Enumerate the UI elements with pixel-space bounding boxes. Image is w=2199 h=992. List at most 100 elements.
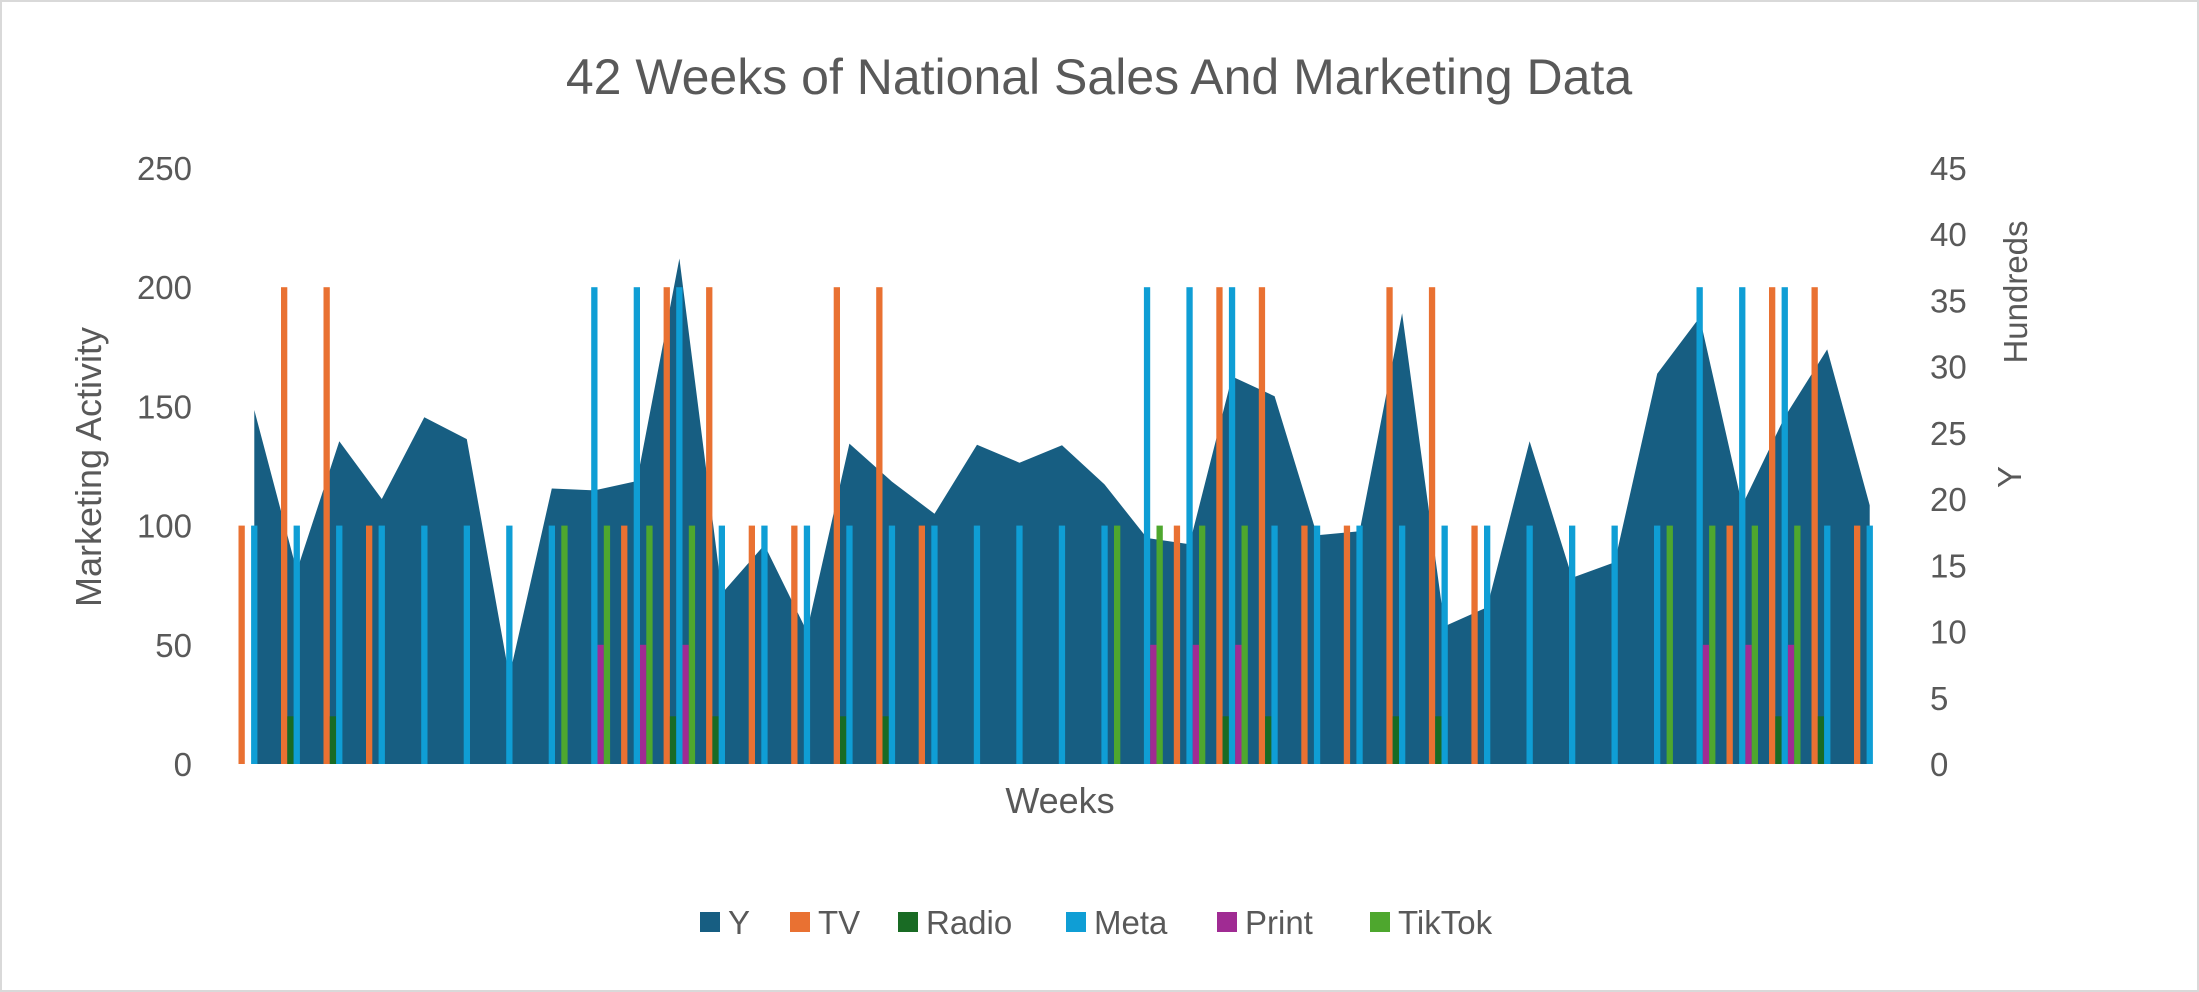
secondary-y-axis: 0 5 10 15 20 25 30 35 40 45	[1930, 150, 1967, 783]
bar-meta-38	[1824, 525, 1831, 764]
bar-meta-1	[251, 525, 258, 764]
y2-tick-label: 30	[1930, 349, 1967, 386]
bar-meta-33	[1611, 525, 1618, 764]
bar-tiktok-10	[646, 525, 653, 764]
bar-meta-22	[1143, 287, 1151, 764]
y-tick-label: 150	[137, 388, 192, 425]
series-print	[597, 644, 1795, 764]
bar-tv-12	[706, 287, 713, 764]
bar-tv-4	[366, 525, 373, 764]
bar-radio-28	[1392, 716, 1399, 764]
bar-meta-17	[931, 525, 938, 764]
y-tick-label: 0	[174, 746, 192, 783]
bar-tiktok-22	[1156, 525, 1163, 764]
bar-print-35	[1702, 644, 1710, 764]
y-tick-label: 50	[155, 627, 192, 664]
bar-meta-11	[676, 287, 683, 764]
y2-tick-label: 25	[1930, 415, 1967, 452]
series-radio	[287, 716, 1825, 764]
area-series-y	[254, 258, 1870, 764]
legend-label: Meta	[1094, 904, 1168, 941]
bar-meta-14	[803, 525, 811, 764]
legend-item-meta: Meta	[1066, 904, 1168, 941]
bar-meta-21	[1101, 525, 1108, 764]
bar-tv-2	[281, 287, 288, 764]
y-tick-label: 250	[137, 150, 192, 187]
bar-meta-39	[1866, 525, 1873, 764]
bar-tv-11	[663, 287, 670, 764]
bar-tiktok-36	[1751, 525, 1758, 764]
legend-label: Print	[1245, 904, 1313, 941]
x-axis-title: Weeks	[1005, 780, 1114, 821]
bar-meta-23	[1186, 287, 1193, 764]
bar-meta-15	[846, 525, 853, 764]
legend-swatch	[1217, 912, 1237, 932]
bar-meta-13	[761, 525, 768, 764]
bar-tv-14	[791, 525, 798, 764]
legend-item-print: Print	[1217, 904, 1313, 941]
bar-radio-29	[1435, 716, 1442, 764]
bar-meta-8	[548, 525, 555, 764]
bar-tv-13	[748, 525, 755, 764]
bar-meta-34	[1654, 525, 1661, 764]
legend-swatch	[790, 912, 810, 932]
bar-meta-27	[1356, 525, 1363, 764]
bar-radio-24	[1222, 716, 1229, 764]
bar-meta-12	[718, 525, 725, 764]
bar-tiktok-24	[1241, 525, 1248, 764]
bar-tv-36	[1726, 525, 1733, 764]
bar-tv-39	[1854, 525, 1861, 764]
series-meta	[251, 287, 1873, 764]
bar-meta-16	[888, 525, 896, 764]
bar-tiktok-35	[1709, 525, 1716, 764]
bar-print-22	[1150, 644, 1157, 764]
bar-radio-11	[669, 716, 677, 764]
bar-tiktok-37	[1794, 525, 1801, 764]
bar-tv-3	[323, 287, 330, 764]
bar-tv-29	[1428, 287, 1436, 764]
bar-meta-6	[463, 525, 470, 764]
legend-swatch	[700, 912, 720, 932]
bar-radio-2	[287, 716, 294, 764]
y2-tick-label: 45	[1930, 150, 1967, 187]
bar-tiktok-11	[688, 525, 696, 764]
bar-print-24	[1235, 644, 1242, 764]
bar-radio-16	[882, 716, 889, 764]
bar-tv-38	[1811, 287, 1818, 764]
y2-tick-label: 20	[1930, 481, 1967, 518]
series-tiktok	[561, 525, 1801, 764]
bar-meta-10	[633, 287, 640, 764]
legend-label: TV	[818, 904, 860, 941]
bar-meta-18	[973, 525, 981, 764]
y2-tick-label: 15	[1930, 547, 1967, 584]
bar-tv-26	[1301, 525, 1308, 764]
bar-tiktok-9	[603, 525, 611, 764]
bar-radio-12	[712, 716, 719, 764]
bar-meta-37	[1781, 287, 1788, 764]
bar-print-23	[1192, 644, 1199, 764]
bar-tv-16	[876, 287, 883, 764]
bar-tv-24	[1216, 287, 1223, 764]
bar-tiktok-23	[1199, 525, 1206, 764]
y-tick-label: 200	[137, 269, 192, 306]
bar-meta-9	[591, 287, 598, 764]
bar-tv-27	[1343, 525, 1351, 764]
bar-meta-30	[1484, 525, 1491, 764]
bar-meta-36	[1739, 287, 1746, 764]
bar-print-11	[682, 644, 689, 764]
bar-meta-7	[506, 525, 513, 764]
bar-meta-2	[293, 525, 300, 764]
bar-tv-1	[238, 525, 245, 764]
bar-radio-15	[840, 716, 847, 764]
legend-label: Radio	[926, 904, 1012, 941]
y2-tick-label: 5	[1930, 680, 1948, 717]
chart-title: 42 Weeks of National Sales And Marketing…	[566, 49, 1633, 105]
bar-meta-20	[1058, 525, 1066, 764]
bar-meta-5	[421, 525, 428, 764]
legend-swatch	[1066, 912, 1086, 932]
legend-item-y: Y	[700, 904, 750, 941]
bar-meta-35	[1696, 287, 1703, 764]
bar-print-10	[640, 644, 647, 764]
legend-label: TikTok	[1398, 904, 1493, 941]
